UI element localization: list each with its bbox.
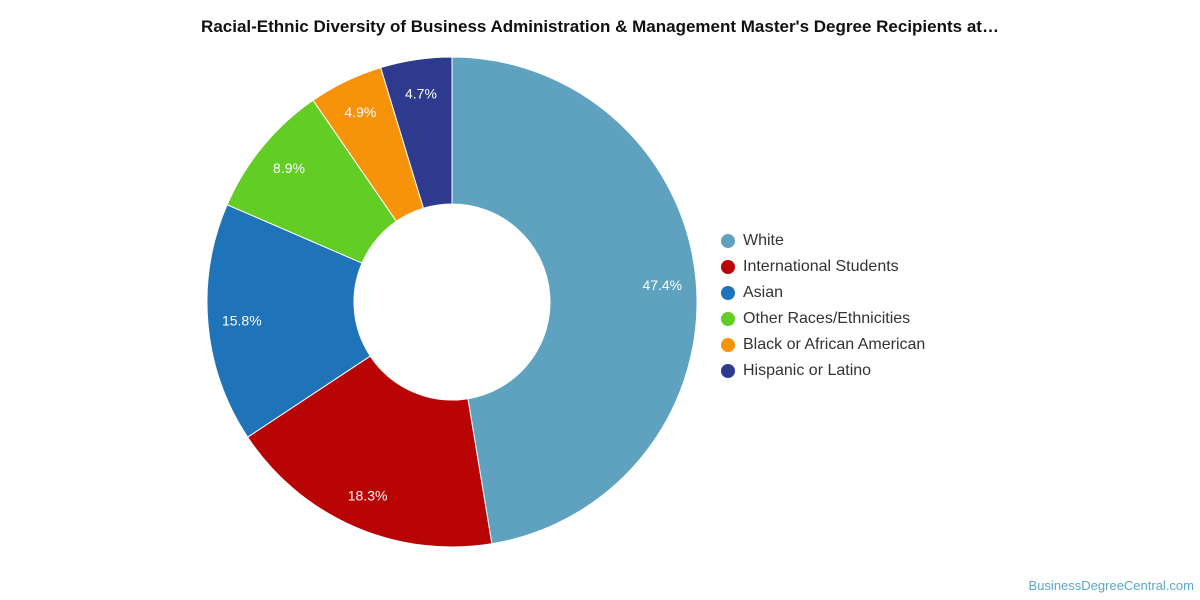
legend-label: Black or African American	[743, 336, 926, 353]
legend-swatch	[721, 312, 735, 326]
legend-swatch	[721, 260, 735, 274]
legend-item[interactable]: Asian	[721, 280, 925, 306]
legend-label: White	[743, 232, 784, 249]
legend-label: Hispanic or Latino	[743, 362, 872, 379]
legend-item[interactable]: Black or African American	[721, 332, 925, 358]
chart-legend: White International Students Asian Other Ra…	[721, 228, 925, 384]
site-watermark[interactable]: BusinessDegreeCentral.com	[1028, 578, 1194, 593]
legend-item[interactable]: White	[721, 228, 925, 254]
slice-data-label: 15.8%	[222, 313, 262, 329]
slice-data-label: 47.4%	[642, 277, 682, 293]
legend-label: Other Races/Ethnicities	[743, 310, 911, 327]
slice-data-label: 4.9%	[344, 104, 376, 120]
legend-swatch	[721, 286, 735, 300]
slice-data-label: 4.7%	[405, 85, 437, 101]
legend-item[interactable]: International Students	[721, 254, 925, 280]
legend-swatch	[721, 338, 735, 352]
donut-slice-white[interactable]	[451, 56, 698, 545]
legend-item[interactable]: Hispanic or Latino	[721, 358, 925, 384]
slice-data-label: 18.3%	[348, 487, 388, 503]
donut-slice-asian[interactable]	[206, 204, 371, 438]
chart-title: Racial-Ethnic Diversity of Business Admi…	[201, 17, 999, 36]
slice-data-label: 8.9%	[273, 160, 305, 176]
legend-swatch	[721, 234, 735, 248]
legend-item[interactable]: Other Races/Ethnicities	[721, 306, 925, 332]
donut-slice-hispanic-or-latino[interactable]	[380, 56, 453, 209]
legend-label: International Students	[743, 258, 899, 275]
legend-swatch	[721, 364, 735, 378]
donut-slice-international-students[interactable]	[246, 355, 493, 548]
legend-label: Asian	[743, 284, 784, 301]
